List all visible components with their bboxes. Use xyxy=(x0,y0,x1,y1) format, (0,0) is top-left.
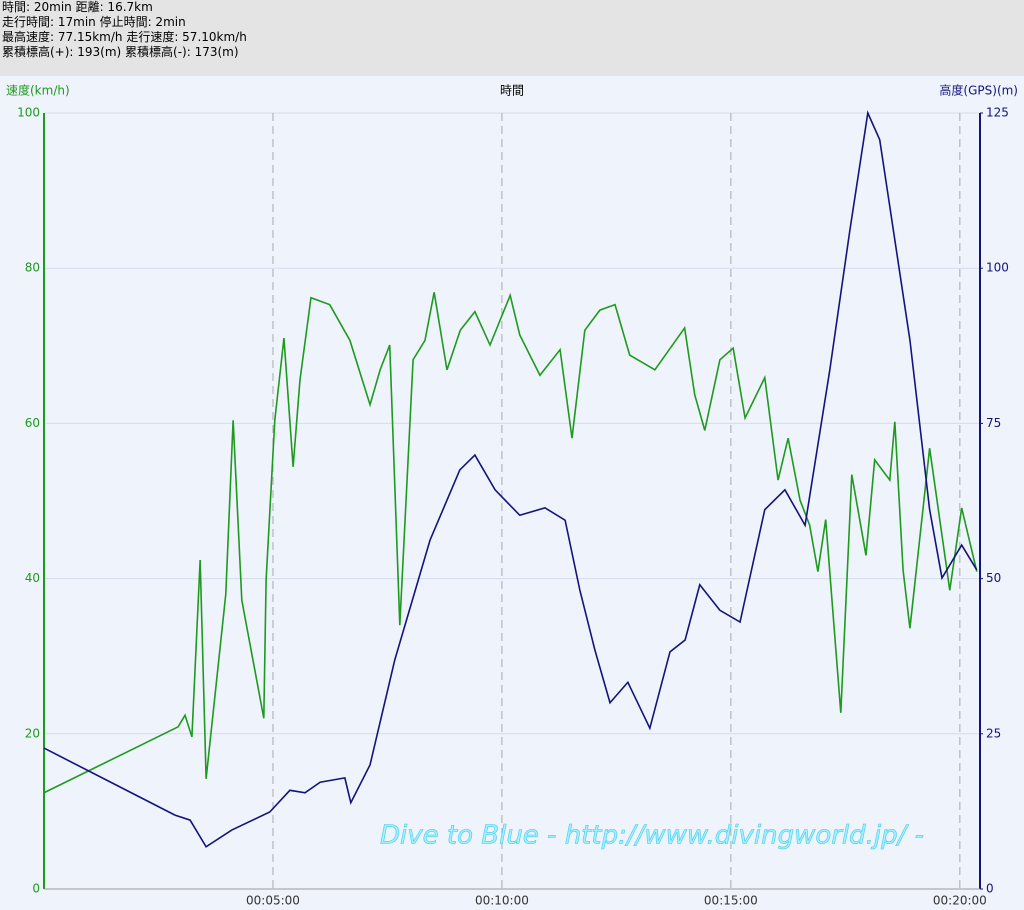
y-axis-label: 速度(km/h) xyxy=(6,83,70,98)
summary-header: 時間: 20min 距離: 16.7km 走行時間: 17min 停止時間: 2… xyxy=(0,0,1024,76)
y2-tick-label: 125 xyxy=(986,106,1009,120)
x-tick-label: 00:20:00 xyxy=(933,894,987,908)
y-tick-label: 60 xyxy=(25,416,40,430)
y-tick-label: 0 xyxy=(32,882,40,896)
data-line xyxy=(43,292,978,794)
y2-axis-label: 高度(GPS)(m) xyxy=(939,83,1018,98)
y-tick-label: 40 xyxy=(25,571,40,585)
y-tick-label: 20 xyxy=(25,726,40,740)
y2-tick-label: 100 xyxy=(986,261,1009,275)
y2-tick-label: 25 xyxy=(986,726,1001,740)
x-tick-label: 00:10:00 xyxy=(475,894,529,908)
summary-line: 走行時間: 17min 停止時間: 2min xyxy=(2,15,186,29)
chart: 速度(km/h) 時間 高度(GPS)(m) 0 20 40 60 80 100 0 25 50… xyxy=(6,83,1018,908)
y2-tick-label: 50 xyxy=(986,571,1001,585)
summary-line: 時間: 20min 距離: 16.7km xyxy=(2,0,153,14)
y2-tick-label: 75 xyxy=(986,416,1001,430)
x-tick-label: 00:15:00 xyxy=(704,894,758,908)
watermark: Dive to Blue - http://www.divingworld.jp… xyxy=(380,821,924,851)
x-axis-label: 時間 xyxy=(500,84,524,98)
data-line xyxy=(43,110,978,848)
y-tick-label: 80 xyxy=(25,261,40,275)
x-tick-label: 00:05:00 xyxy=(246,894,300,908)
y2-tick-label: 0 xyxy=(986,882,994,896)
summary-line: 累積標高(+): 193(m) 累積標高(-): 173(m) xyxy=(2,45,239,59)
y-tick-label: 100 xyxy=(17,106,40,120)
summary-line: 最高速度: 77.15km/h 走行速度: 57.10km/h xyxy=(2,30,247,44)
